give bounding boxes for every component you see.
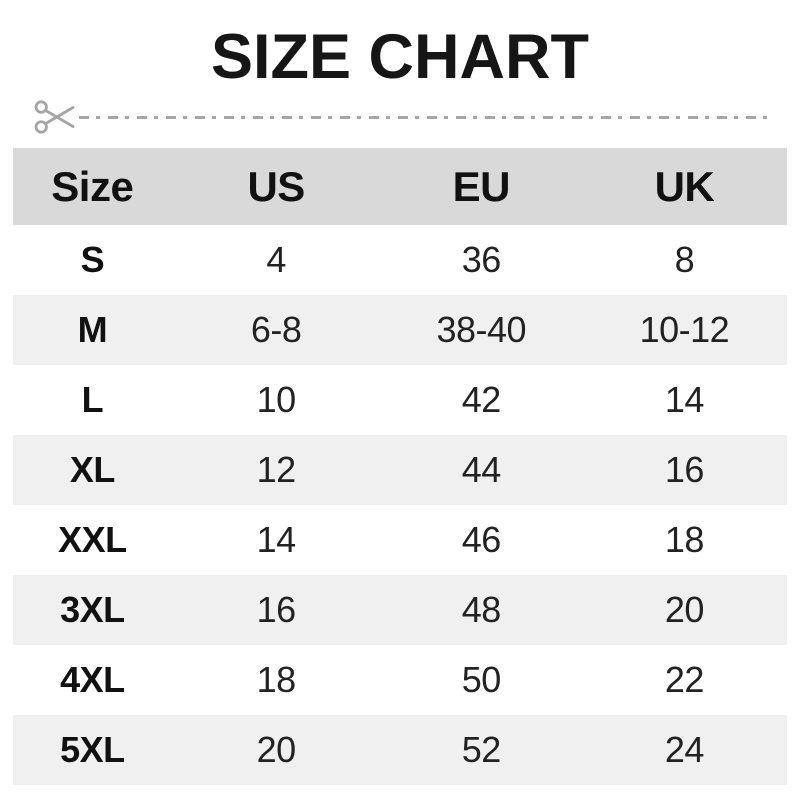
eu-value-cell: 50 [461, 659, 502, 700]
uk-value-cell: 14 [664, 379, 705, 420]
table-row-3xl: 3XL 16 48 20 [13, 575, 787, 645]
uk-value-cell: 10-12 [639, 309, 730, 350]
cut-line [0, 94, 800, 140]
eu-value-cell: 46 [461, 519, 502, 560]
table-row-m: M 6-8 38-40 10-12 [13, 295, 787, 365]
table-row-xl: XL 12 44 16 [13, 435, 787, 505]
dashed-cut-line [79, 115, 767, 119]
size-label-cell: 4XL [60, 659, 125, 700]
uk-value-cell: 22 [664, 659, 705, 700]
column-header-uk: UK [654, 162, 715, 210]
table-body: S 4 36 8 M 6-8 38-40 10-12 L 10 42 14 XL… [13, 225, 787, 785]
us-value-cell: 6-8 [250, 309, 302, 350]
eu-value-cell: 48 [461, 589, 502, 630]
eu-value-cell: 44 [461, 449, 502, 490]
uk-value-cell: 18 [664, 519, 705, 560]
table-row-5xl: 5XL 20 52 24 [13, 715, 787, 785]
us-value-cell: 12 [256, 449, 297, 490]
us-value-cell: 16 [256, 589, 297, 630]
size-label-cell: XL [69, 449, 116, 490]
table-row-s: S 4 36 8 [13, 225, 787, 295]
eu-value-cell: 52 [461, 729, 502, 770]
size-label-cell: L [81, 379, 104, 420]
table-row-4xl: 4XL 18 50 22 [13, 645, 787, 715]
column-header-eu: EU [452, 162, 511, 210]
page-title: SIZE CHART [211, 22, 589, 92]
size-label-cell: M [77, 309, 108, 350]
us-value-cell: 10 [256, 379, 297, 420]
uk-value-cell: 20 [664, 589, 705, 630]
size-label-cell: XXL [58, 519, 127, 560]
uk-value-cell: 8 [674, 239, 695, 280]
eu-value-cell: 38-40 [436, 309, 527, 350]
size-chart-table: Size US EU UK S 4 36 8 M 6-8 38-40 10-12… [13, 148, 787, 785]
us-value-cell: 14 [256, 519, 297, 560]
size-label-cell: 5XL [60, 729, 125, 770]
size-label-cell: 3XL [60, 589, 125, 630]
scissors-icon [34, 100, 75, 134]
eu-value-cell: 36 [461, 239, 502, 280]
column-header-us: US [247, 162, 305, 210]
eu-value-cell: 42 [461, 379, 502, 420]
uk-value-cell: 24 [664, 729, 705, 770]
column-header-size: Size [51, 162, 134, 210]
table-row-l: L 10 42 14 [13, 365, 787, 435]
us-value-cell: 4 [266, 239, 286, 280]
table-header-row: Size US EU UK [13, 148, 787, 225]
us-value-cell: 20 [256, 729, 297, 770]
table-row-xxl: XXL 14 46 18 [13, 505, 787, 575]
size-label-cell: S [80, 239, 105, 280]
uk-value-cell: 16 [664, 449, 705, 490]
us-value-cell: 18 [256, 659, 297, 700]
